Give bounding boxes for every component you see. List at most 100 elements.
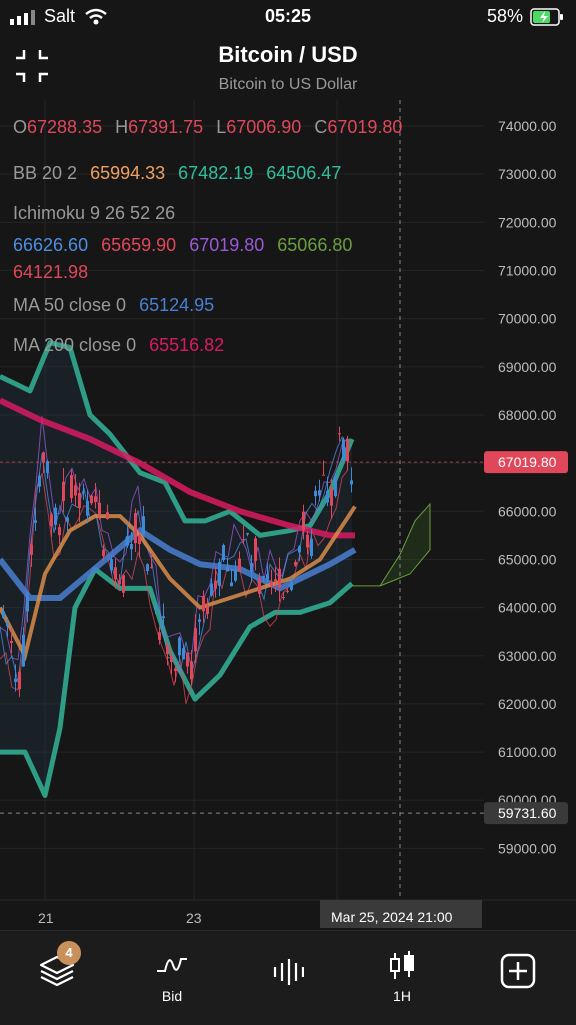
ichimoku-base-value: 65659.90 [101, 235, 177, 255]
candle-body [306, 534, 309, 548]
candle-body [122, 575, 125, 593]
collapse-icon [16, 50, 48, 82]
candle-body [150, 567, 153, 569]
candle-body [86, 500, 89, 516]
candle-body [286, 590, 289, 592]
candle-body [162, 616, 165, 619]
ma50-legend[interactable]: MA 50 close 0 65124.95 [13, 295, 222, 316]
layers-button[interactable]: 4 [17, 941, 97, 996]
candle-body [194, 628, 197, 652]
candle-body [314, 490, 317, 497]
candle-body [230, 582, 233, 587]
candle-body [18, 672, 21, 690]
candle-body [50, 514, 53, 527]
carrier-name: Salt [44, 6, 76, 26]
interval-button[interactable]: 1H [362, 951, 442, 1004]
candle-body [102, 549, 105, 557]
candle-body [62, 481, 65, 501]
candle-body [58, 527, 61, 536]
candle-body [174, 668, 177, 672]
candle-body [226, 567, 229, 572]
candle-body [346, 438, 349, 462]
candle-body [34, 520, 37, 523]
candles-icon [390, 951, 414, 979]
price-tick-label: 73000.00 [498, 166, 557, 182]
price-tick-label: 59000.00 [498, 840, 557, 856]
last-price-tag [484, 451, 568, 474]
wifi-icon [85, 8, 107, 25]
fullscreen-toggle-button[interactable] [14, 48, 50, 84]
crosshair-price-tag [484, 802, 568, 825]
crosshair-time-label: Mar 25, 2024 21:00 [331, 909, 453, 925]
price-tick-label: 64000.00 [498, 600, 557, 616]
bb-legend[interactable]: BB 20 2 65994.33 67482.19 64506.47 [13, 163, 349, 184]
candle-body [110, 559, 113, 571]
candle-body [282, 597, 285, 599]
price-tick-label: 66000.00 [498, 503, 557, 519]
candle-body [74, 485, 77, 496]
bb-label: BB 20 2 [13, 163, 78, 183]
bars-icon [273, 959, 305, 985]
low-label: L [216, 117, 227, 137]
ichimoku-legend[interactable]: Ichimoku 9 26 52 26 [13, 203, 183, 224]
candle-body [146, 564, 149, 572]
candle-body [70, 474, 73, 499]
crosshair-time-tag [320, 900, 482, 928]
chart-type-button[interactable] [247, 951, 327, 996]
indicators-button[interactable]: Bid [132, 951, 212, 1004]
candle-body [142, 516, 145, 535]
candle-body [238, 558, 241, 572]
candle-body [182, 648, 185, 660]
candle-body [66, 517, 69, 522]
candle-body [158, 632, 161, 640]
candle-body [190, 661, 193, 680]
price-tick-label: 62000.00 [498, 696, 557, 712]
add-button[interactable] [478, 951, 558, 996]
candle-body [118, 581, 121, 585]
high-label: H [115, 117, 129, 137]
time-tick-label: 23 [186, 910, 202, 926]
bb-lower-band [0, 566, 354, 798]
candle-body [78, 492, 81, 509]
candle-body [26, 595, 29, 612]
candle-body [202, 595, 205, 612]
low-value: 67006.90 [226, 117, 302, 137]
candle-body [258, 578, 261, 594]
candle-body [54, 507, 57, 525]
ichimoku-lead2-value: 64121.98 [13, 262, 89, 282]
candle-body [218, 561, 221, 586]
ichimoku-conversion-line [0, 435, 349, 683]
candle-body [214, 580, 217, 589]
candle-body [310, 538, 313, 556]
close-value: 67019.80 [327, 117, 403, 137]
candle-body [342, 439, 345, 462]
ma200-legend[interactable]: MA 200 close 0 65516.82 [13, 335, 232, 356]
battery-icon [530, 8, 563, 26]
ohlc-legend: O67288.35 H67391.75 L67006.90 C67019.80 [13, 117, 410, 138]
candle-body [186, 652, 189, 667]
candle-body [266, 574, 269, 580]
candle-body [334, 476, 337, 497]
price-tick-label: 74000.00 [498, 118, 557, 134]
candle-body [250, 563, 253, 572]
bb-basis-value: 65994.33 [90, 163, 166, 183]
ichimoku-conversion-value: 66626.60 [13, 235, 89, 255]
price-tick-label: 70000.00 [498, 311, 557, 327]
candle-body [198, 619, 201, 622]
ma200-line [0, 397, 355, 539]
candle-body [302, 511, 305, 531]
candle-body [338, 433, 341, 435]
price-chart[interactable]: 74000.00 73000.00 72000.00 71000.00 70000.00… [0, 100, 576, 928]
signal-icon [10, 10, 35, 25]
time-tick-label: 21 [38, 910, 54, 926]
plus-square-icon [500, 953, 536, 989]
indicators-label: Bid [161, 988, 183, 1004]
ichimoku-label: Ichimoku 9 26 52 26 [13, 203, 176, 223]
candle-body [290, 582, 293, 590]
bb-upper-value: 67482.19 [178, 163, 254, 183]
candle-body [318, 490, 321, 496]
candle-body [98, 502, 101, 515]
candle-body [350, 480, 353, 485]
ma50-line [0, 526, 357, 601]
price-tick-label: 61000.00 [498, 744, 557, 760]
